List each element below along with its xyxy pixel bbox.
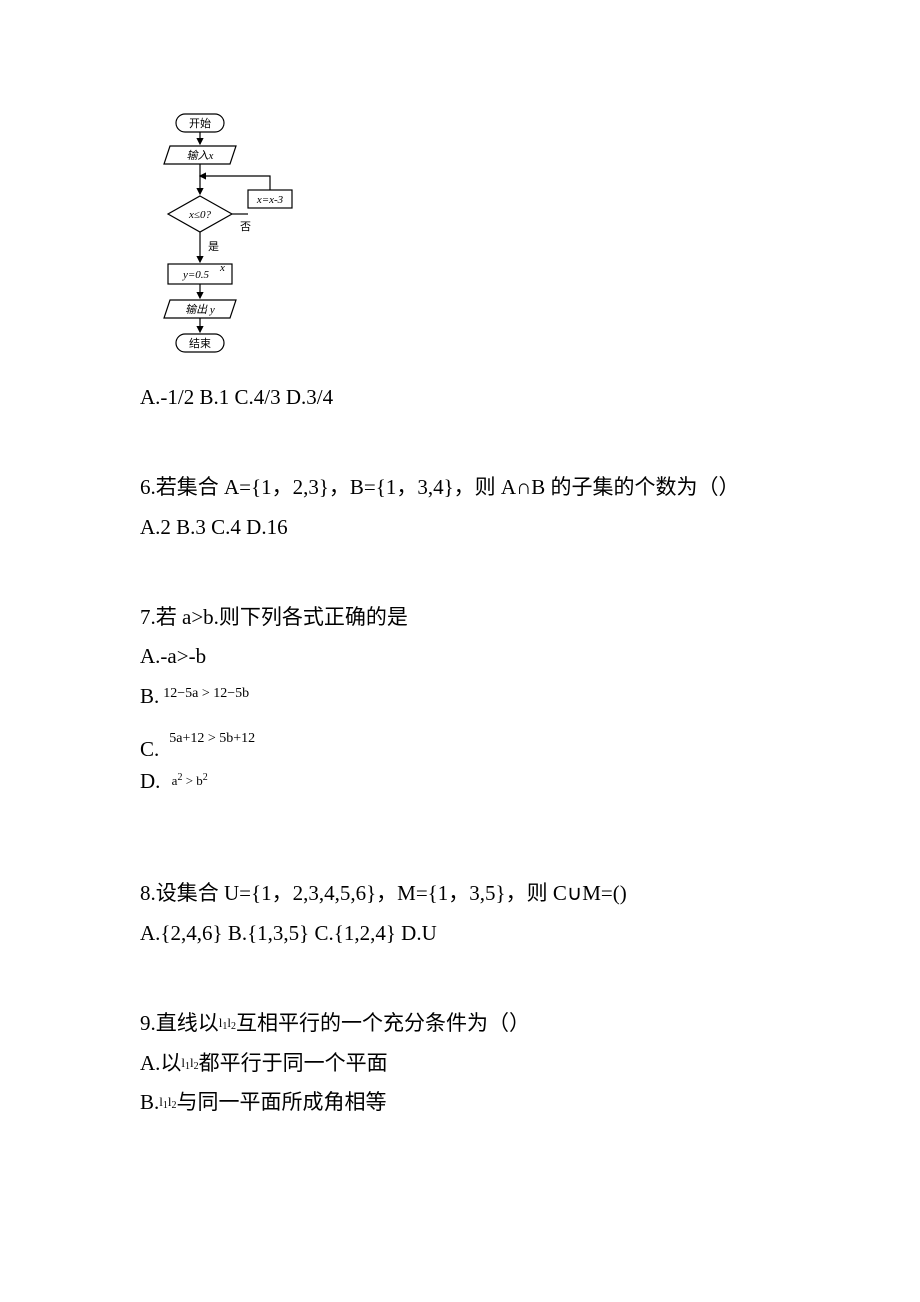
q7-optD-b2: 2 — [203, 772, 208, 783]
flow-cond: x≤0? — [188, 209, 211, 221]
flow-start: 开始 — [189, 116, 211, 130]
q7-optB-prefix: B. — [140, 684, 159, 708]
q9-stem-pre: 9.直线以 — [140, 1011, 219, 1035]
q8-stem: 8.设集合 U={1，2,3,4,5,6}，M={1，3,5}，则 C∪M=() — [140, 874, 780, 914]
q9-A-post: 都平行于同一个平面 — [199, 1051, 388, 1075]
q8-options: A.{2,4,6} B.{1,3,5} C.{1,2,4} D.U — [140, 914, 780, 954]
q6-stem: 6.若集合 A={1，2,3}，B={1，3,4}，则 A∩B 的子集的个数为（… — [140, 468, 780, 508]
flow-calc: y=0.5 — [182, 269, 210, 281]
q7-optD-mid: > — [182, 773, 196, 788]
exam-page: 开始 输入x x≤0? x=x-3 否 是 y=0.5 x — [0, 0, 920, 1302]
q7-optA: A.-a>-b — [140, 637, 780, 677]
q6-options: A.2 B.3 C.4 D.16 — [140, 508, 780, 548]
flow-end: 结束 — [189, 337, 211, 350]
q7-optC-math: 5a+12 > 5b+12 — [159, 731, 255, 762]
flow-assign: x=x-3 — [256, 194, 284, 206]
flowchart-figure: 开始 输入x x≤0? x=x-3 否 是 y=0.5 x — [140, 110, 780, 374]
q9-A-pre: A.以 — [140, 1051, 181, 1075]
flow-yes-label: 是 — [208, 240, 219, 253]
q7-optB-math: 12−5a > 12−5b — [159, 686, 249, 701]
q9-B-post: 与同一平面所成角相等 — [177, 1090, 387, 1114]
q5-options: A.-1/2 B.1 C.4/3 D.3/4 — [140, 378, 780, 418]
q9-stem-post: 互相平行的一个充分条件为（） — [236, 1011, 530, 1035]
q7-stem: 7.若 a>b.则下列各式正确的是 — [140, 598, 780, 638]
q9-optB: B.l1l2与同一平面所成角相等 — [140, 1083, 780, 1123]
q7-optC-prefix: C. — [140, 737, 159, 762]
flow-calc-exp: x — [219, 262, 225, 274]
flow-input: 输入x — [187, 149, 214, 162]
flow-output: 输出 y — [185, 303, 215, 316]
q7-optD-prefix: D. — [140, 769, 160, 793]
svg-text:y=0.5: y=0.5 — [182, 269, 210, 281]
q9-B-pre: B. — [140, 1090, 159, 1114]
q7-optC: C.5a+12 > 5b+12 — [140, 731, 780, 762]
q9-stem: 9.直线以l1l2互相平行的一个充分条件为（） — [140, 1004, 780, 1044]
q9-optA: A.以l1l2都平行于同一个平面 — [140, 1044, 780, 1084]
flow-no-label: 否 — [240, 221, 251, 233]
q7-optD: D. a2 > b2 — [140, 762, 780, 802]
q7-optB: B.12−5a > 12−5b — [140, 677, 780, 717]
